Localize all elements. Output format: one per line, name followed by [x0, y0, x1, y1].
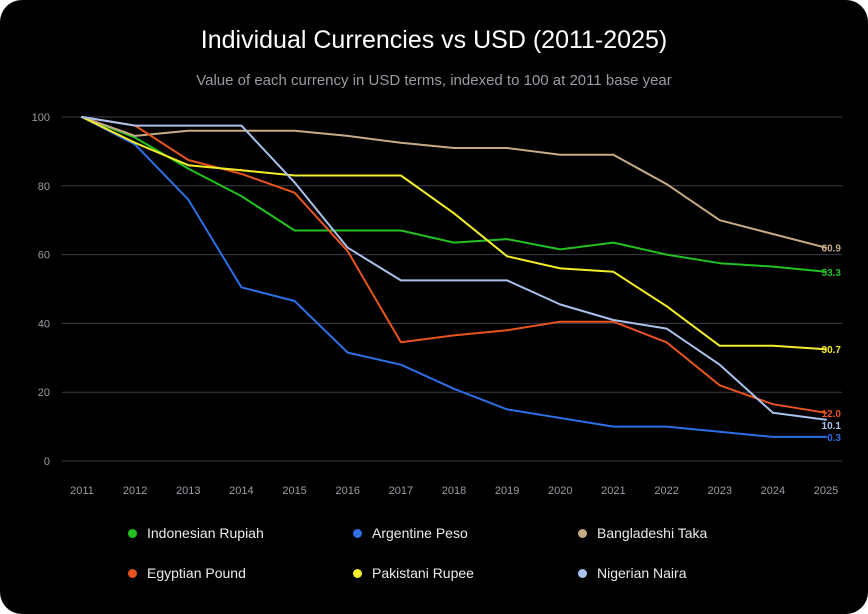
legend-item-egyptian-pound: Egyptian Pound [128, 565, 246, 581]
legend-label: Bangladeshi Taka [597, 525, 708, 541]
series-line-nigerian-naira [81, 116, 827, 421]
x-tick-label: 2016 [335, 485, 359, 497]
y-axis-ticks: 0 20 40 60 80 100 [32, 112, 50, 468]
series-line-argentine-peso [81, 116, 827, 438]
end-value-label-pakistani-rupee: 30.7 [822, 345, 842, 356]
legend-item-pakistani-rupee: Pakistani Rupee [353, 565, 474, 581]
end-labels: 60.9 53.3 30.7 12.010.10.3 [822, 244, 842, 444]
legend-label: Indonesian Rupiah [147, 525, 264, 541]
chart-title: Individual Currencies vs USD (2011-2025) [200, 26, 668, 54]
legend-marker [578, 568, 587, 578]
series-line-pakistani-rupee [81, 116, 827, 351]
legend-item-argentine-peso: Argentine Peso [353, 525, 468, 541]
x-axis-ticks: 2011 2012 2013 2014 2015 2016 2017 2018 2019 2020… [70, 485, 838, 497]
legend-item-nigerian-naira: Nigerian Naira [578, 565, 686, 581]
x-tick-label: 2013 [176, 485, 200, 497]
legend-label: Egyptian Pound [147, 565, 246, 581]
legend-item-indonesian-rupiah: Indonesian Rupiah [128, 525, 264, 541]
legend-marker [128, 568, 137, 578]
legend-label: Argentine Peso [372, 525, 468, 541]
gridlines [62, 116, 842, 462]
legend-label: Nigerian Naira [597, 565, 687, 581]
series-line-egyptian-pound [81, 116, 827, 414]
x-tick-label: 2018 [442, 485, 466, 497]
series-lines [81, 116, 827, 438]
end-value-label-nigerian-naira: 10.1 [822, 421, 842, 432]
x-tick-label: 2023 [707, 485, 731, 497]
legend-marker [578, 528, 587, 538]
x-tick-label: 2011 [70, 485, 94, 497]
x-tick-label: 2014 [229, 485, 253, 497]
x-tick-label: 2012 [123, 485, 147, 497]
end-value-label-bangladeshi-taka: 60.9 [822, 244, 842, 255]
end-value-label-indonesian-rupiah: 53.3 [822, 268, 842, 279]
x-tick-label: 2019 [495, 485, 519, 497]
x-tick-label: 2020 [548, 485, 572, 497]
y-tick-label: 20 [38, 387, 50, 399]
y-tick-label: 60 [38, 250, 50, 262]
x-tick-label: 2015 [282, 485, 306, 497]
y-tick-label: 0 [44, 456, 50, 468]
x-tick-label: 2022 [654, 485, 678, 497]
series-line-indonesian-rupiah [81, 116, 827, 273]
legend-label: Pakistani Rupee [372, 565, 474, 581]
x-tick-label: 2017 [389, 485, 413, 497]
y-tick-label: 100 [32, 112, 50, 124]
end-value-label-egyptian-pound: 12.0 [822, 409, 842, 420]
x-tick-label: 2024 [761, 485, 785, 497]
y-tick-label: 40 [38, 318, 50, 330]
legend-marker [128, 528, 137, 538]
x-tick-label: 2021 [601, 485, 625, 497]
legend-marker [353, 528, 362, 538]
legend-marker [353, 568, 362, 578]
y-tick-label: 80 [38, 181, 50, 193]
series-line-bangladeshi-taka [81, 116, 827, 249]
legend-item-bangladeshi-taka: Bangladeshi Taka [578, 525, 707, 541]
end-value-label-argentine-peso: 0.3 [827, 433, 841, 444]
x-tick-label: 2025 [814, 485, 838, 497]
chart-subtitle: Value of each currency in USD terms, ind… [196, 72, 672, 89]
